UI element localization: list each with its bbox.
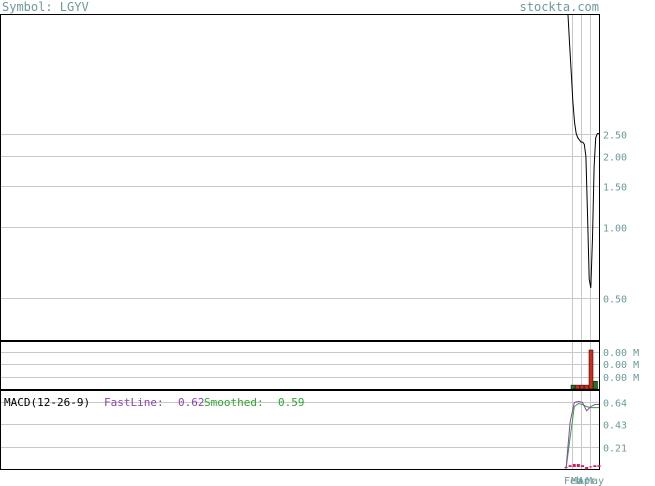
price-tick-label: 0.50 [603,295,627,306]
volume-panel-frame [0,341,600,390]
macd-fast-line [565,400,599,470]
price-line [567,14,599,288]
macd-hist-bar [581,465,584,467]
price-tick-label: 2.50 [603,131,627,142]
macd-tick-label: 0.64 [603,399,627,410]
symbol-label: Symbol: LGYV [2,0,89,14]
macd-hist-bar [576,464,580,467]
macd-grid [1,391,599,469]
macd-axis: 0.64 0.43 0.21 [603,399,627,455]
date-tick-label: May [586,476,604,486]
site-name: stockta.com [519,0,599,14]
volume-tick-label: 0.00 M [603,348,639,359]
macd-smooth-label: Smoothed: [204,396,264,409]
macd-hist-bar [593,465,597,467]
volume-bars [570,349,598,390]
macd-smooth-value: 0.59 [278,396,305,409]
price-tick-label: 1.50 [603,183,627,194]
date-tick-label: Apr [578,476,596,486]
volume-tick-label: 0.00 M [603,373,639,384]
volume-panel: 0.00 M0.00 M0.00 M [0,341,639,390]
macd-hist-bar [589,466,593,468]
macd-smoothed-line [565,402,599,470]
price-axis: 2.50 2.00 1.50 1.00 0.50 [603,131,627,306]
macd-hist-bar [585,467,589,470]
volume-tick-label: 0.00 M [603,360,639,371]
date-tick-label: Mar [571,476,589,486]
macd-hist-bar [568,465,572,467]
price-panel-frame [0,14,600,341]
macd-panel: 0.64 0.43 0.21 MACD(12-26-9) FastLine: 0.6… [0,390,627,486]
volume-bar [575,384,580,390]
macd-tick-label: 0.43 [603,421,627,432]
price-tick-label: 2.00 [603,153,627,164]
volume-bar [593,380,598,390]
macd-panel-frame [0,390,600,470]
volume-bar [579,384,585,390]
macd-fast-value: 0.62 [178,396,205,409]
date-tick-label: Feb [564,476,582,486]
volume-bar [588,349,594,390]
price-tick-label: 1.00 [603,224,627,235]
volume-axis: 0.00 M0.00 M0.00 M [603,348,639,384]
price-panel: 2.50 2.00 1.50 1.00 0.50 [0,14,627,341]
macd-hist-bar [572,464,576,467]
macd-fast-label: FastLine: [104,396,164,409]
macd-tick-label: 0.21 [603,444,627,455]
macd-hist-bar [597,465,601,467]
volume-bar [584,384,589,390]
volume-bar [570,384,576,390]
macd-title: MACD(12-26-9) [4,396,90,409]
